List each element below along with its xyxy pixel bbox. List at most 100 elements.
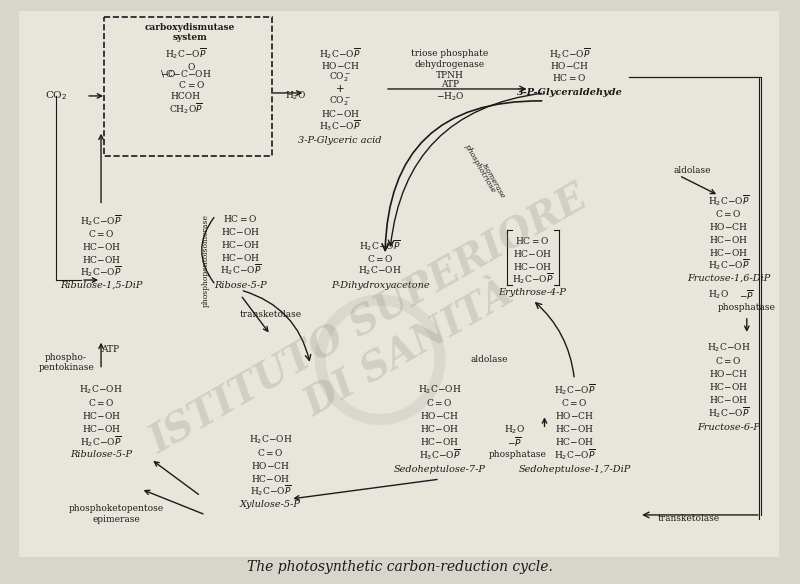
Text: HC$-$OH: HC$-$OH: [420, 423, 459, 434]
Text: HC$-$OH: HC$-$OH: [82, 253, 121, 265]
Text: $-$O: $-$O: [160, 68, 176, 78]
Text: $-\overline{P}$: $-\overline{P}$: [507, 435, 522, 449]
Text: carboxydismutase: carboxydismutase: [145, 23, 235, 32]
Text: phospho-: phospho-: [46, 353, 87, 362]
Text: C$=$O: C$=$O: [426, 397, 454, 408]
Text: aldolase: aldolase: [471, 355, 509, 364]
Text: $-$H$_2$O: $-$H$_2$O: [435, 91, 464, 103]
Text: HC$-$OH: HC$-$OH: [710, 394, 748, 405]
Text: H$_2$C$-$OH: H$_2$C$-$OH: [358, 265, 402, 277]
Text: HC$-$OH: HC$-$OH: [513, 260, 552, 272]
Text: The photosynthetic carbon-reduction cycle.: The photosynthetic carbon-reduction cycl…: [247, 559, 553, 573]
Text: Ribulose-1,5-DiP: Ribulose-1,5-DiP: [60, 280, 142, 290]
Text: HO$-$CH: HO$-$CH: [710, 221, 748, 232]
Text: system: system: [172, 33, 207, 41]
Text: H$_2$C$-$O$\overline{P}$: H$_2$C$-$O$\overline{P}$: [359, 238, 401, 253]
Text: $\backslash$ C$-$C$-$OH: $\backslash$ C$-$C$-$OH: [160, 68, 211, 78]
Text: Ribulose-5-P: Ribulose-5-P: [70, 450, 132, 458]
Text: P-Dihydroxyacetone: P-Dihydroxyacetone: [330, 280, 430, 290]
Text: Fructose-6-P: Fructose-6-P: [698, 423, 760, 432]
Text: epimerase: epimerase: [92, 516, 140, 524]
Text: HC$-$OH: HC$-$OH: [251, 472, 290, 484]
Text: HC$-$OH: HC$-$OH: [221, 239, 260, 250]
Text: CO$_2^-$: CO$_2^-$: [329, 94, 351, 107]
Text: H$_2$O: H$_2$O: [504, 423, 525, 436]
Text: Ribose-5-P: Ribose-5-P: [214, 280, 267, 290]
Text: H$_2$C$-$OH: H$_2$C$-$OH: [249, 433, 292, 446]
Text: HC$=$O: HC$=$O: [515, 235, 550, 246]
Text: H$_2$C$-$OH: H$_2$C$-$OH: [418, 383, 462, 396]
Text: aldolase: aldolase: [674, 166, 710, 175]
Text: HC$-$OH: HC$-$OH: [82, 423, 121, 434]
Text: CO$_2$: CO$_2$: [45, 89, 67, 102]
Text: C$=$O: C$=$O: [366, 253, 394, 263]
Text: H$_2$C$-$OH: H$_2$C$-$OH: [79, 383, 122, 396]
Text: H$_2$C$-$O$\overline{P}$: H$_2$C$-$O$\overline{P}$: [250, 484, 291, 498]
Text: H$_2$C$-$O$\overline{P}$: H$_2$C$-$O$\overline{P}$: [708, 405, 750, 420]
Text: isomerase: isomerase: [479, 162, 506, 200]
Text: H$_2$C$-$O$\overline{P}$: H$_2$C$-$O$\overline{P}$: [554, 382, 595, 397]
Text: HO$-$CH: HO$-$CH: [420, 410, 459, 421]
Text: 3-P-Glyceric acid: 3-P-Glyceric acid: [298, 136, 382, 145]
Text: HO$-$CH: HO$-$CH: [550, 60, 589, 71]
Text: H$_2$C$-$O$\overline{P}$: H$_2$C$-$O$\overline{P}$: [708, 193, 750, 208]
Text: HC$=$O: HC$=$O: [552, 71, 586, 82]
Text: transketolase: transketolase: [658, 515, 720, 523]
Text: phosphoketopentose: phosphoketopentose: [69, 505, 163, 513]
Text: phosphatase: phosphatase: [718, 304, 776, 312]
Text: CO$_2^-$: CO$_2^-$: [329, 70, 351, 84]
Text: pentokinase: pentokinase: [38, 363, 94, 372]
Text: HC$-$OH: HC$-$OH: [420, 436, 459, 447]
Text: ATP: ATP: [101, 345, 119, 354]
Text: HO$-$CH: HO$-$CH: [251, 460, 290, 471]
Text: H$_2$C$-$O$\overline{P}$: H$_2$C$-$O$\overline{P}$: [319, 46, 361, 61]
Text: H$_2$C$-$O$\overline{P}$: H$_2$C$-$O$\overline{P}$: [80, 213, 122, 228]
Text: Erythrose-4-P: Erythrose-4-P: [498, 288, 566, 297]
Text: HO$-$CH: HO$-$CH: [321, 60, 360, 71]
Text: HC$-$OH: HC$-$OH: [82, 410, 121, 421]
Text: HCOH: HCOH: [170, 92, 201, 102]
Text: H$_2$C$-$OH: H$_2$C$-$OH: [707, 342, 750, 354]
Text: HC$-$OH: HC$-$OH: [221, 226, 260, 237]
Text: dehydrogenase: dehydrogenase: [414, 60, 485, 68]
Text: H$_2$C$-$O$\overline{P}$: H$_2$C$-$O$\overline{P}$: [554, 447, 595, 461]
Text: HC$-$OH: HC$-$OH: [555, 423, 594, 434]
Text: H$_3$C$-$O$\overline{P}$: H$_3$C$-$O$\overline{P}$: [319, 119, 361, 133]
Text: HO$-$CH: HO$-$CH: [555, 410, 594, 421]
Text: HC$-$OH: HC$-$OH: [82, 241, 121, 252]
Text: $\quad$ C$=$O: $\quad$ C$=$O: [166, 79, 205, 91]
Text: H$_2$C$-$O$\overline{P}$: H$_2$C$-$O$\overline{P}$: [220, 263, 262, 277]
Text: HC$-$OH: HC$-$OH: [710, 381, 748, 392]
Text: HO$-$CH: HO$-$CH: [710, 368, 748, 379]
Text: CH$_2$O$\overline{P}$: CH$_2$O$\overline{P}$: [169, 102, 202, 116]
Text: C$=$O: C$=$O: [88, 228, 114, 239]
Text: C$=$O: C$=$O: [257, 447, 284, 458]
Text: C$=$O: C$=$O: [88, 397, 114, 408]
Text: H$_2$O: H$_2$O: [285, 90, 306, 102]
Text: H$_2$C$-$O$\overline{P}$: H$_2$C$-$O$\overline{P}$: [708, 258, 750, 273]
Text: H$_2$C$-$O$\overline{P}$: H$_2$C$-$O$\overline{P}$: [549, 46, 590, 61]
Text: Fructose-1,6-DiP: Fructose-1,6-DiP: [687, 273, 770, 283]
Text: H$_2$O: H$_2$O: [708, 288, 730, 301]
Text: C$=$O: C$=$O: [715, 355, 742, 366]
Text: HC$-$OH: HC$-$OH: [555, 436, 594, 447]
Text: HC$-$OH: HC$-$OH: [710, 234, 748, 245]
Text: HC$-$OH: HC$-$OH: [513, 248, 552, 259]
Text: H$_2$C$-$O$\overline{P}$: H$_2$C$-$O$\overline{P}$: [80, 265, 122, 280]
Text: phosphopentoisomerase: phosphopentoisomerase: [202, 214, 210, 307]
Text: phosphatase: phosphatase: [489, 450, 546, 458]
Text: Xylulose-5-P: Xylulose-5-P: [240, 500, 301, 509]
Text: triose phosphate: triose phosphate: [411, 48, 489, 58]
Text: H$_2$C$-$O$\overline{P}$: H$_2$C$-$O$\overline{P}$: [165, 46, 206, 61]
Text: H$_2$C$-$O$\overline{P}$: H$_2$C$-$O$\overline{P}$: [80, 434, 122, 449]
Text: C$=$O: C$=$O: [715, 208, 742, 219]
Text: transketolase: transketolase: [239, 310, 302, 319]
Text: ATP: ATP: [441, 81, 459, 89]
Text: 3-P-Glyceraldehyde: 3-P-Glyceraldehyde: [517, 88, 622, 98]
Text: Sedoheptulose-1,7-DiP: Sedoheptulose-1,7-DiP: [518, 465, 630, 474]
Text: $+$: $+$: [335, 84, 345, 95]
Text: H$_2$C$-$O$\overline{P}$: H$_2$C$-$O$\overline{P}$: [512, 272, 554, 286]
Text: HC$-$OH: HC$-$OH: [710, 246, 748, 258]
Text: ISTITUTO SUPERIORE
   DI SANITÀ: ISTITUTO SUPERIORE DI SANITÀ: [143, 179, 617, 500]
Text: HC$-$OH: HC$-$OH: [221, 252, 260, 263]
